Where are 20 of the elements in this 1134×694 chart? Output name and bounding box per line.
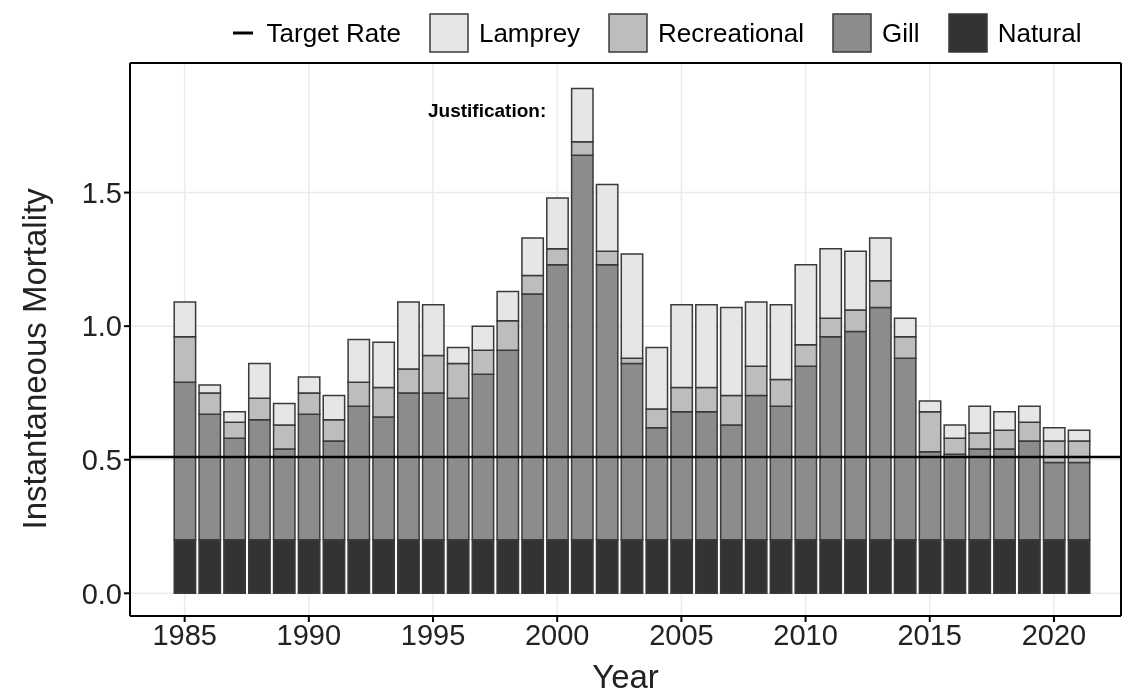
y-tick-label: 1.0: [81, 310, 122, 343]
x-tick-label: 1995: [400, 618, 466, 651]
x-tick-label: 1985: [152, 618, 217, 651]
x-tick-label: 2000: [524, 618, 590, 651]
x-tick-label: 2020: [1021, 618, 1087, 651]
legend-label: Target Rate: [266, 17, 401, 49]
y-tick-label: 1.5: [81, 176, 122, 209]
legend-label: Recreational: [658, 17, 805, 49]
legend-label: Natural: [997, 17, 1082, 49]
annotation: Justification:: [428, 100, 547, 122]
y-tick-label: 0.5: [81, 444, 122, 477]
x-tick-label: 2005: [649, 618, 714, 651]
x-tick-label: 2015: [897, 618, 963, 651]
x-tick-label: 1990: [276, 618, 342, 651]
legend-label: Lamprey: [478, 17, 581, 49]
y-axis-title: Instantaneous Mortality: [15, 187, 53, 530]
x-axis-title: Year: [592, 658, 659, 694]
x-tick-label: 2010: [773, 618, 838, 651]
legend-label: Gill: [882, 17, 920, 49]
y-tick-label: 0.0: [81, 577, 122, 610]
